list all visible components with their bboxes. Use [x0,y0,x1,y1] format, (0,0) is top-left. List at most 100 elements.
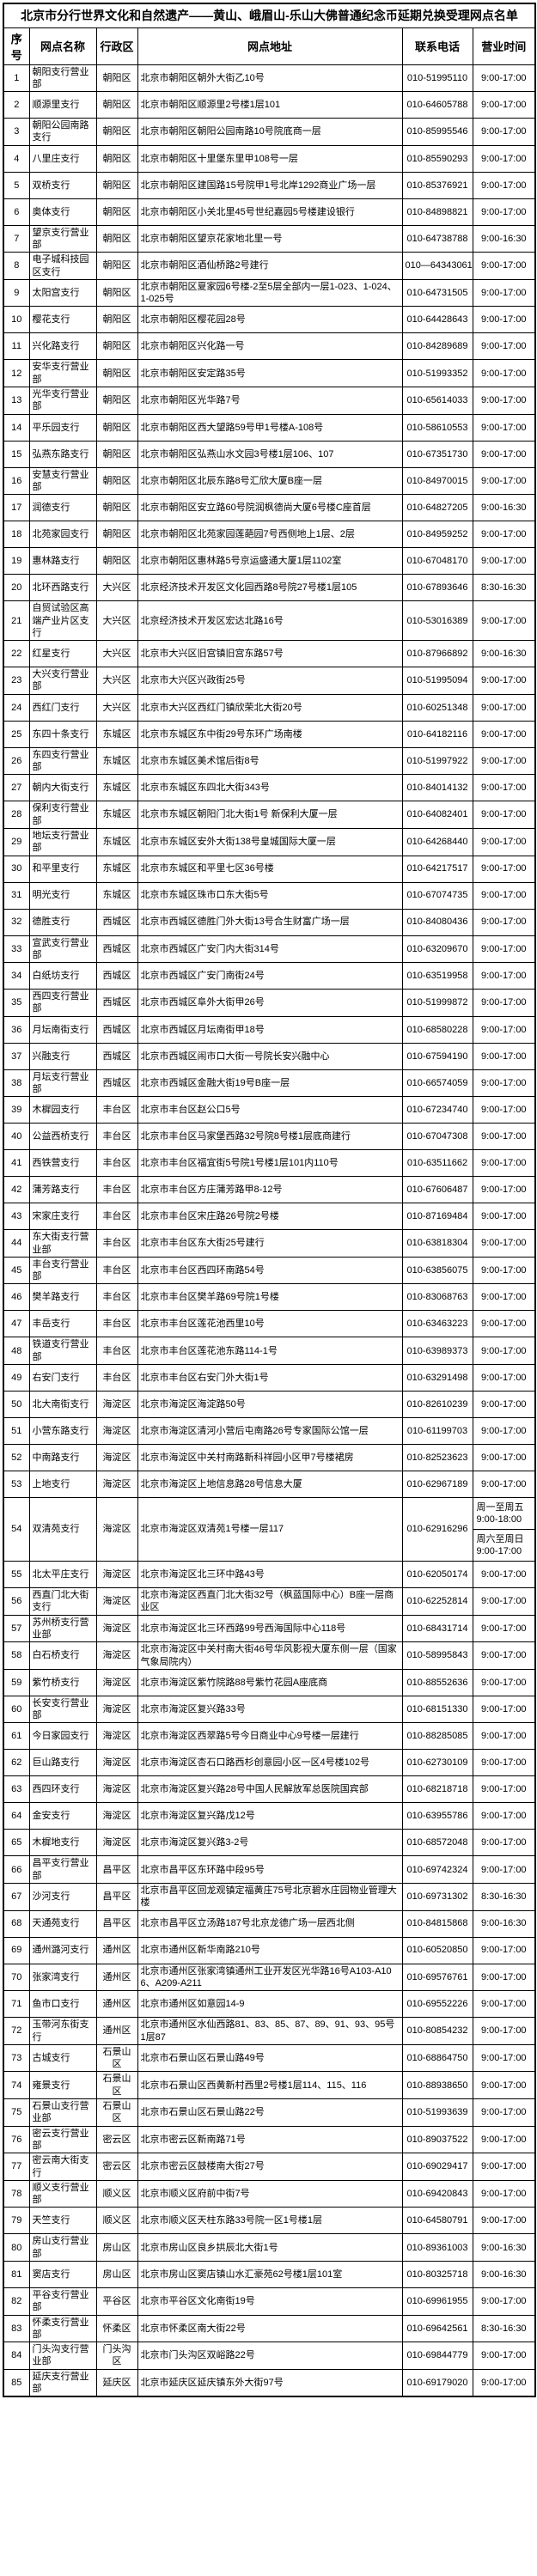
cell-no: 67 [3,1883,30,1911]
cell-address: 北京市海淀区清河小营后屯南路26号专家国际公馆一层 [137,1417,403,1446]
table-row: 55 北太平庄支行 海淀区 北京市海淀区北三环中路43号 010-62050174 9:0… [3,1561,536,1589]
cell-phone: 010-69552226 [401,1990,473,2019]
cell-hours: 9:00-17:00 [472,935,536,964]
cell-district: 东城区 [95,746,138,776]
cell-address: 北京市石景山区石景山路49号 [137,2043,403,2073]
table-row: 9 太阳宫支行 朝阳区 北京市朝阳区夏家园6号楼-2至5层全部内一层1-023、1-0… [3,278,536,308]
cell-hours: 9:00-17:00 [472,521,536,549]
cell-district: 平谷区 [95,2287,138,2316]
cell-no: 70 [3,1963,30,1992]
cell-phone: 010-61199703 [401,1417,473,1446]
cell-hours: 9:00-17:00 [472,1829,536,1857]
cell-phone: 010-68864750 [401,2043,473,2073]
cell-district: 东城区 [95,720,138,748]
cell-phone: 010-87169484 [401,1203,473,1231]
cell-name: 光华支行营业部 [28,387,97,415]
cell-no: 32 [3,908,30,936]
cell-name: 窦店支行 [28,2260,97,2288]
table-row: 2 顺源里支行 朝阳区 北京市朝阳区顺源里2号楼1层101 010-64605788 9:… [3,91,536,119]
cell-district: 大兴区 [95,667,138,695]
cell-no: 46 [3,1283,30,1312]
table-row: 5 双桥支行 朝阳区 北京市朝阳区建国路15号院甲1号北岸1292商业广场一层 010-… [3,171,536,199]
cell-name: 平乐园支行 [28,413,97,442]
cell-phone: 010-67606487 [401,1176,473,1204]
hours-part: 周六至周日 9:00-17:00 [473,1529,535,1561]
cell-district: 大兴区 [95,693,138,722]
cell-address: 北京市大兴区兴政街25号 [137,667,403,695]
table-row: 19 惠林路支行 朝阳区 北京市朝阳区惠林路5号京运盛通大厦1层1102室 010-67… [3,547,536,575]
cell-phone: 010-84014132 [401,774,473,802]
cell-phone: 010-62916296 [401,1497,473,1562]
cell-address: 北京市西城区阜外大街甲26号 [137,989,403,1017]
cell-hours: 9:00-17:00 [472,1203,536,1231]
cell-phone: 010-84970015 [401,466,473,496]
column-header-district: 行政区 [95,27,138,65]
cell-name: 丰台支行营业部 [28,1256,97,1285]
cell-phone: 010-64731505 [401,278,473,308]
table-row: 20 北环西路支行 大兴区 北京经济技术开发区文化园西路8号院27号楼1层105 010… [3,574,536,602]
cell-district: 朝阳区 [95,466,138,496]
cell-no: 66 [3,1855,30,1885]
cell-address: 北京市海淀区中关村南路新科祥园小区甲7号楼裙房 [137,1444,403,1472]
cell-name: 长安支行营业部 [28,1695,97,1724]
cell-hours: 9:00-17:00 [472,2287,536,2316]
cell-phone: 010-58995843 [401,1641,473,1670]
cell-hours: 9:00-17:00 [472,118,536,146]
table-row: 14 平乐园支行 朝阳区 北京市朝阳区西大望路59号甲1号楼A-108号 010-586… [3,413,536,442]
cell-no: 54 [3,1497,30,1562]
table-row: 35 西四支行营业部 西城区 北京市西城区阜外大街甲26号 010-51999872 9:… [3,989,536,1017]
cell-name: 顺义支行营业部 [28,2179,97,2208]
cell-no: 42 [3,1176,30,1204]
cell-phone: 010-66574059 [401,1069,473,1098]
cell-address: 北京市丰台区方庄蒲芳路甲8-12号 [137,1176,403,1204]
cell-district: 朝阳区 [95,91,138,119]
cell-name: 望京支行营业部 [28,224,97,253]
cell-address: 北京市朝阳区光华路7号 [137,387,403,415]
table-row: 37 兴融支行 西城区 北京市西城区闹市口大街一号院长安兴融中心 010-6759419… [3,1042,536,1070]
table-row: 18 北苑家园支行 朝阳区 北京市朝阳区北苑家园莲葩园7号西侧地上1层、2层 010-8… [3,521,536,549]
table-row: 72 玉带河东街支行 通州区 北京市通州区水仙西路81、83、85、87、89、91、… [3,2017,536,2045]
cell-address: 北京市朝阳区朝阳公园南路10号院底商一层 [137,118,403,146]
cell-district: 密云区 [95,2125,138,2154]
table-row: 32 德胜支行 西城区 北京市西城区德胜门外大街13号合生财富广场一层 010-8408… [3,908,536,936]
cell-district: 大兴区 [95,574,138,602]
cell-district: 西城区 [95,908,138,936]
cell-phone: 010-62252814 [401,1587,473,1616]
cell-hours: 9:00-16:30 [472,224,536,253]
table-row: 1 朝阳支行营业部 朝阳区 北京市朝阳区朝外大街乙10号 010-51995110 9:0… [3,64,536,93]
cell-no: 61 [3,1722,30,1751]
cell-name: 八里庄支行 [28,144,97,173]
cell-district: 朝阳区 [95,440,138,468]
table-row: 16 安慧支行营业部 朝阳区 北京市朝阳区北辰东路8号汇欣大厦B座一层 010-8497… [3,466,536,496]
cell-hours: 9:00-17:00 [472,2098,536,2127]
cell-address: 北京市丰台区东大街25号建行 [137,1229,403,1258]
cell-address: 北京市朝阳区朝外大街乙10号 [137,64,403,93]
cell-hours: 9:00-17:00 [472,1149,536,1178]
cell-name: 房山支行营业部 [28,2233,97,2262]
cell-address: 北京市海淀区紫竹院路88号紫竹花园A座底商 [137,1668,403,1696]
cell-phone: 010-62730109 [401,1749,473,1777]
cell-district: 丰台区 [95,1364,138,1392]
cell-no: 11 [3,332,30,361]
cell-address: 北京市朝阳区建国路15号院甲1号北岸1292商业广场一层 [137,171,403,199]
cell-phone: 010-51999872 [401,989,473,1017]
cell-name: 红星支行 [28,640,97,668]
cell-name: 朝阳支行营业部 [28,64,97,93]
cell-no: 18 [3,521,30,549]
cell-hours: 9:00-17:00 [472,1444,536,1472]
cell-district: 昌平区 [95,1909,138,1938]
cell-address: 北京市昌平区立汤路187号北京龙德广场一层西北侧 [137,1909,403,1938]
cell-name: 东大街支行营业部 [28,1229,97,1258]
cell-name: 西四支行营业部 [28,989,97,1017]
cell-name: 奥体支行 [28,198,97,226]
cell-address: 北京市海淀区复兴路3-2号 [137,1829,403,1857]
cell-hours: 9:00-17:00 [472,881,536,910]
cell-hours: 9:00-17:00 [472,1587,536,1616]
cell-name: 延庆支行营业部 [28,2368,97,2397]
table-row: 83 怀柔支行营业部 怀柔区 北京市怀柔区南大街22号 010-69642561 8:30… [3,2314,536,2343]
cell-no: 76 [3,2125,30,2154]
cell-hours: 9:00-17:00 [472,720,536,748]
cell-no: 26 [3,746,30,776]
cell-no: 35 [3,989,30,1017]
table-row: 60 长安支行营业部 海淀区 北京市海淀区复兴路33号 010-68151330 9:00… [3,1695,536,1724]
